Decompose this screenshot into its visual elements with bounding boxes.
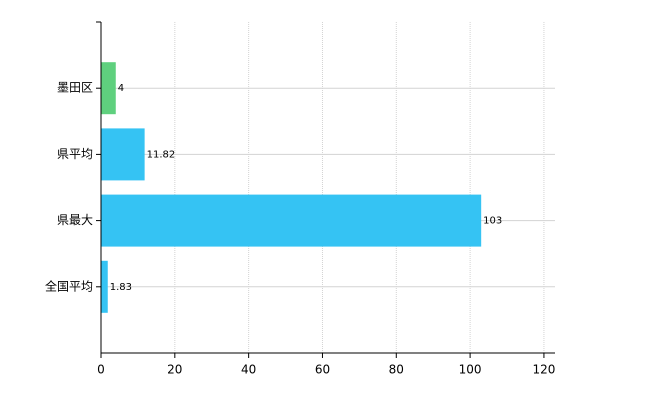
x-tick-label: 40 (241, 363, 256, 377)
value-label: 11.82 (147, 149, 176, 160)
bar (101, 128, 145, 181)
bar (101, 194, 482, 247)
value-label: 4 (118, 83, 124, 94)
x-tick-label: 20 (167, 363, 182, 377)
y-tick-label: 墨田区 (57, 81, 93, 95)
y-tick-label: 県平均 (57, 147, 93, 161)
value-label: 1.83 (110, 282, 132, 293)
value-label: 103 (483, 216, 502, 227)
x-tick-label: 120 (532, 363, 555, 377)
y-tick-label: 県最大 (57, 213, 93, 227)
bar (101, 62, 116, 115)
x-tick-label: 80 (389, 363, 404, 377)
bar (101, 260, 108, 313)
x-tick-label: 60 (315, 363, 330, 377)
y-tick-label: 全国平均 (45, 278, 93, 293)
x-tick-label: 0 (97, 363, 105, 377)
x-tick-label: 100 (459, 363, 482, 377)
